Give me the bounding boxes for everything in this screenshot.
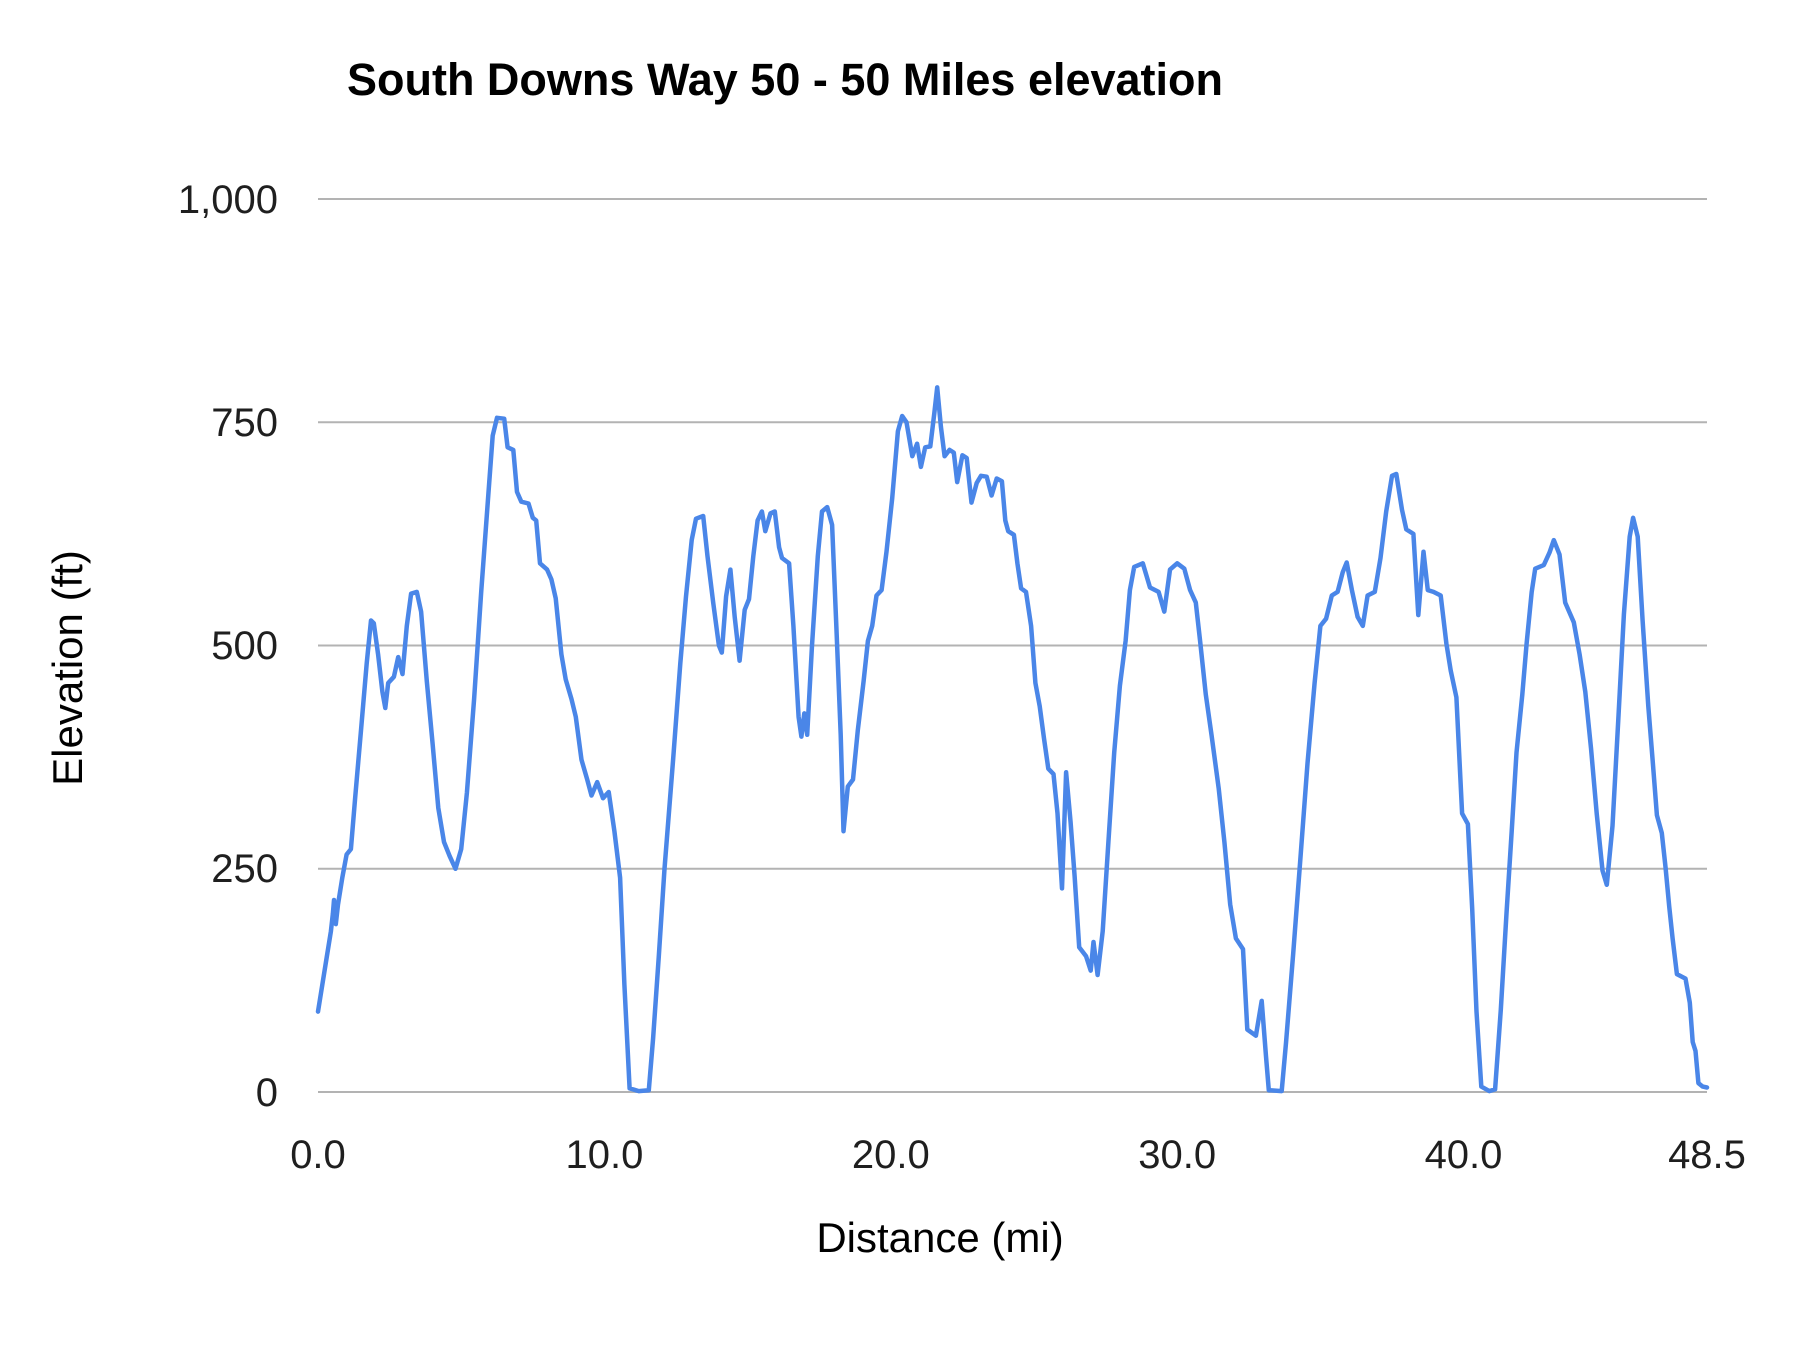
x-tick-40: 40.0 — [1425, 1133, 1503, 1177]
elevation-line — [315, 385, 1710, 1094]
y-tick-500: 500 — [211, 624, 278, 668]
y-tick-0: 0 — [256, 1071, 278, 1115]
gridlines — [318, 198, 1707, 1093]
x-axis-tick-labels: 0.0 10.0 20.0 30.0 40.0 48.5 — [290, 1133, 1746, 1177]
y-tick-750: 750 — [211, 401, 278, 445]
x-tick-0: 0.0 — [290, 1133, 346, 1177]
x-tick-30: 30.0 — [1138, 1133, 1216, 1177]
x-tick-10: 10.0 — [565, 1133, 643, 1177]
y-axis-title: Elevation (ft) — [44, 550, 91, 786]
y-tick-250: 250 — [211, 847, 278, 891]
y-axis-tick-labels: 1,000 750 500 250 0 — [178, 178, 278, 1115]
x-tick-48-5: 48.5 — [1668, 1133, 1746, 1177]
chart-title: South Downs Way 50 - 50 Miles elevation — [347, 54, 1223, 105]
x-tick-20: 20.0 — [852, 1133, 930, 1177]
y-tick-1000: 1,000 — [178, 178, 278, 222]
x-axis-title: Distance (mi) — [816, 1214, 1063, 1261]
